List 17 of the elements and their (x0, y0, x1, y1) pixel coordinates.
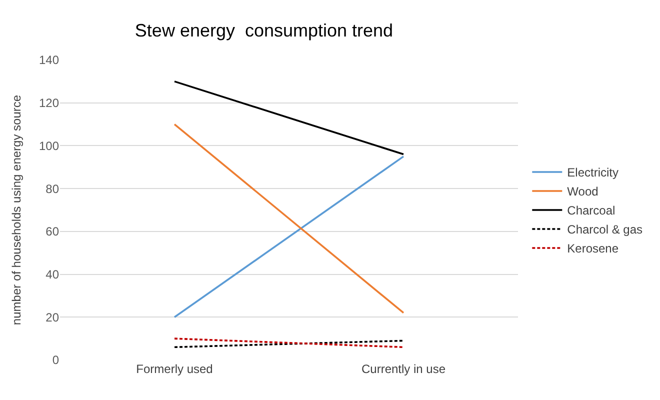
y-axis-title: number of households using energy source (9, 94, 24, 326)
y-tick-label: 120 (38, 96, 60, 110)
x-tick-label: Formerly used (136, 362, 213, 376)
x-tick-label: Currently in use (361, 362, 446, 376)
y-tick-label: 0 (52, 353, 60, 368)
legend-label: Charcoal (567, 204, 616, 218)
legend-label: Charcol & gas (567, 222, 643, 237)
legend-label: Kerosene (567, 242, 619, 256)
y-tick-label: 60 (46, 224, 60, 239)
y-tick-label: 80 (46, 182, 60, 196)
y-tick-label: 140 (38, 53, 60, 68)
y-tick-label: 20 (46, 310, 60, 324)
legend-label: Electricity (567, 166, 619, 180)
y-tick-label: 40 (46, 267, 60, 282)
legend-label: Wood (567, 184, 598, 199)
chart-title: Stew energy consumption trend (134, 20, 394, 41)
y-tick-label: 100 (38, 138, 60, 153)
